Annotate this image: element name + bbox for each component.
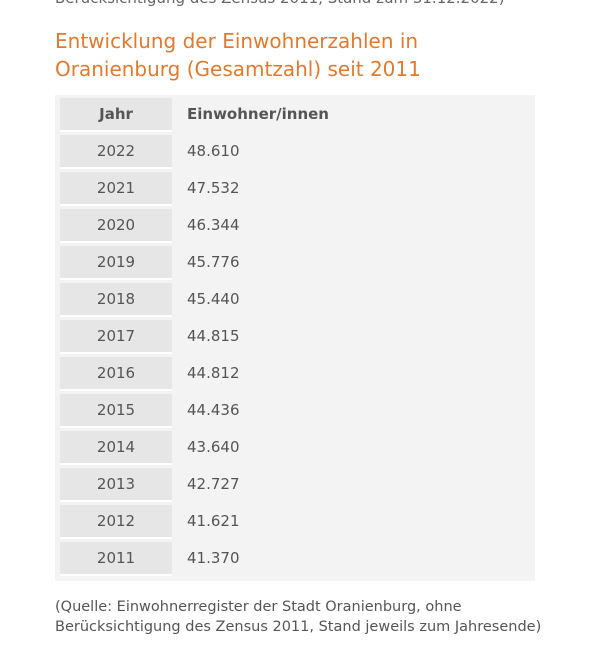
population-cell: 41.621 <box>187 511 240 530</box>
population-cell: 44.812 <box>187 363 240 382</box>
table-row: 2016 44.812 <box>55 354 535 391</box>
population-cell: 46.344 <box>187 215 240 234</box>
table-row: 2018 45.440 <box>55 280 535 317</box>
population-cell: 44.436 <box>187 400 240 419</box>
year-cell: 2019 <box>60 246 172 280</box>
year-cell: 2020 <box>60 209 172 243</box>
population-cell: 45.440 <box>187 289 240 308</box>
section-heading: Entwicklung der Einwohnerzahlen in Orani… <box>55 29 421 81</box>
table-row: 2021 47.532 <box>55 169 535 206</box>
year-cell: 2021 <box>60 172 172 206</box>
year-cell: 2013 <box>60 468 172 502</box>
year-cell: 2016 <box>60 357 172 391</box>
table-row: 2020 46.344 <box>55 206 535 243</box>
year-cell: 2015 <box>60 394 172 428</box>
year-cell: 2017 <box>60 320 172 354</box>
year-cell: 2018 <box>60 283 172 317</box>
population-cell: 45.776 <box>187 252 240 271</box>
column-header-year: Jahr <box>60 98 172 132</box>
table-row: 2015 44.436 <box>55 391 535 428</box>
population-cell: 43.640 <box>187 437 240 456</box>
table-header-row: Jahr Einwohner/innen <box>55 95 535 132</box>
source-note: (Quelle: Einwohnerregister der Stadt Ora… <box>55 599 542 635</box>
table-row: 2019 45.776 <box>55 243 535 280</box>
population-cell: 42.727 <box>187 474 240 493</box>
population-cell: 47.532 <box>187 178 240 197</box>
table-row: 2011 41.370 <box>55 539 535 576</box>
table-row: 2014 43.640 <box>55 428 535 465</box>
year-cell: 2011 <box>60 542 172 576</box>
year-cell: 2014 <box>60 431 172 465</box>
population-table: Jahr Einwohner/innen 2022 48.610 2021 47.53… <box>55 95 535 581</box>
population-cell: 48.610 <box>187 141 240 160</box>
previous-source-note-cut: Berücksichtigung des Zensus 2011, Stand … <box>55 0 505 8</box>
column-header-population: Einwohner/innen <box>187 104 329 123</box>
year-cell: 2022 <box>60 135 172 169</box>
population-cell: 41.370 <box>187 548 240 567</box>
table-row: 2022 48.610 <box>55 132 535 169</box>
year-cell: 2012 <box>60 505 172 539</box>
table-row: 2017 44.815 <box>55 317 535 354</box>
table-row: 2013 42.727 <box>55 465 535 502</box>
population-cell: 44.815 <box>187 326 240 345</box>
table-row: 2012 41.621 <box>55 502 535 539</box>
